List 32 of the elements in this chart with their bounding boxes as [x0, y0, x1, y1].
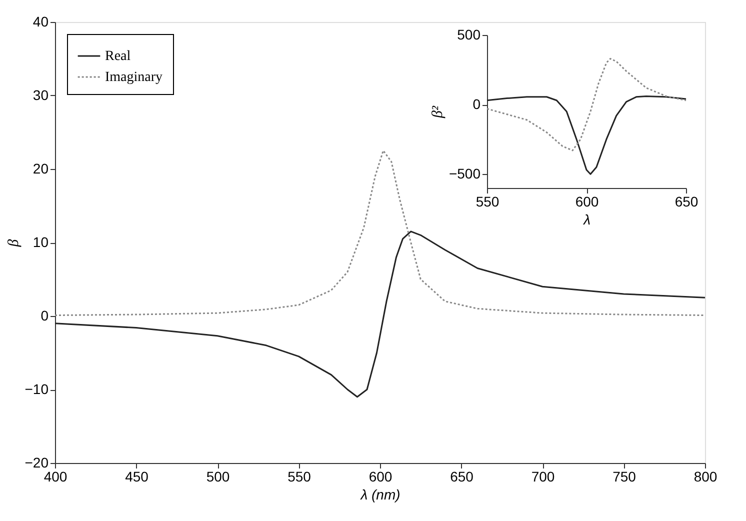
y-axis-title: β [6, 238, 22, 248]
x-tick-label: 650 [674, 194, 698, 210]
x-tick-label: 450 [125, 468, 149, 484]
y-tick-label: 0 [472, 96, 481, 112]
x-axis-title: λ (nm) [360, 486, 400, 502]
y-tick-label: 0 [40, 308, 49, 324]
x-tick-label: 550 [288, 468, 312, 484]
y-tick-label: 40 [32, 14, 49, 30]
x-tick-label: 800 [694, 468, 718, 484]
y-tick-label: −500 [448, 166, 481, 182]
y-tick-label: 10 [32, 234, 49, 250]
x-tick-label: 650 [450, 468, 474, 484]
line-series [54, 230, 706, 398]
x-axis-title: λ [582, 212, 591, 228]
y-tick-label: 30 [32, 87, 49, 103]
x-tick-label: 600 [575, 194, 599, 210]
x-tick-label: 750 [612, 468, 636, 484]
x-tick-label: 500 [206, 468, 230, 484]
x-tick-label: 400 [44, 468, 68, 484]
y-tick-label: −10 [24, 381, 49, 397]
x-tick-label: 700 [531, 468, 555, 484]
x-tick-label: 600 [368, 468, 392, 484]
y-tick-label: 500 [457, 26, 481, 42]
x-tick-label: 550 [476, 194, 500, 210]
y-axis-title: β² [430, 106, 446, 119]
legend-label: Real [105, 49, 131, 64]
line-series [486, 58, 687, 152]
y-tick-label: −20 [24, 454, 49, 470]
y-tick-label: 20 [32, 160, 49, 176]
line-series [54, 150, 706, 316]
line-series [486, 95, 687, 175]
legend-label: Imaginary [105, 70, 163, 85]
